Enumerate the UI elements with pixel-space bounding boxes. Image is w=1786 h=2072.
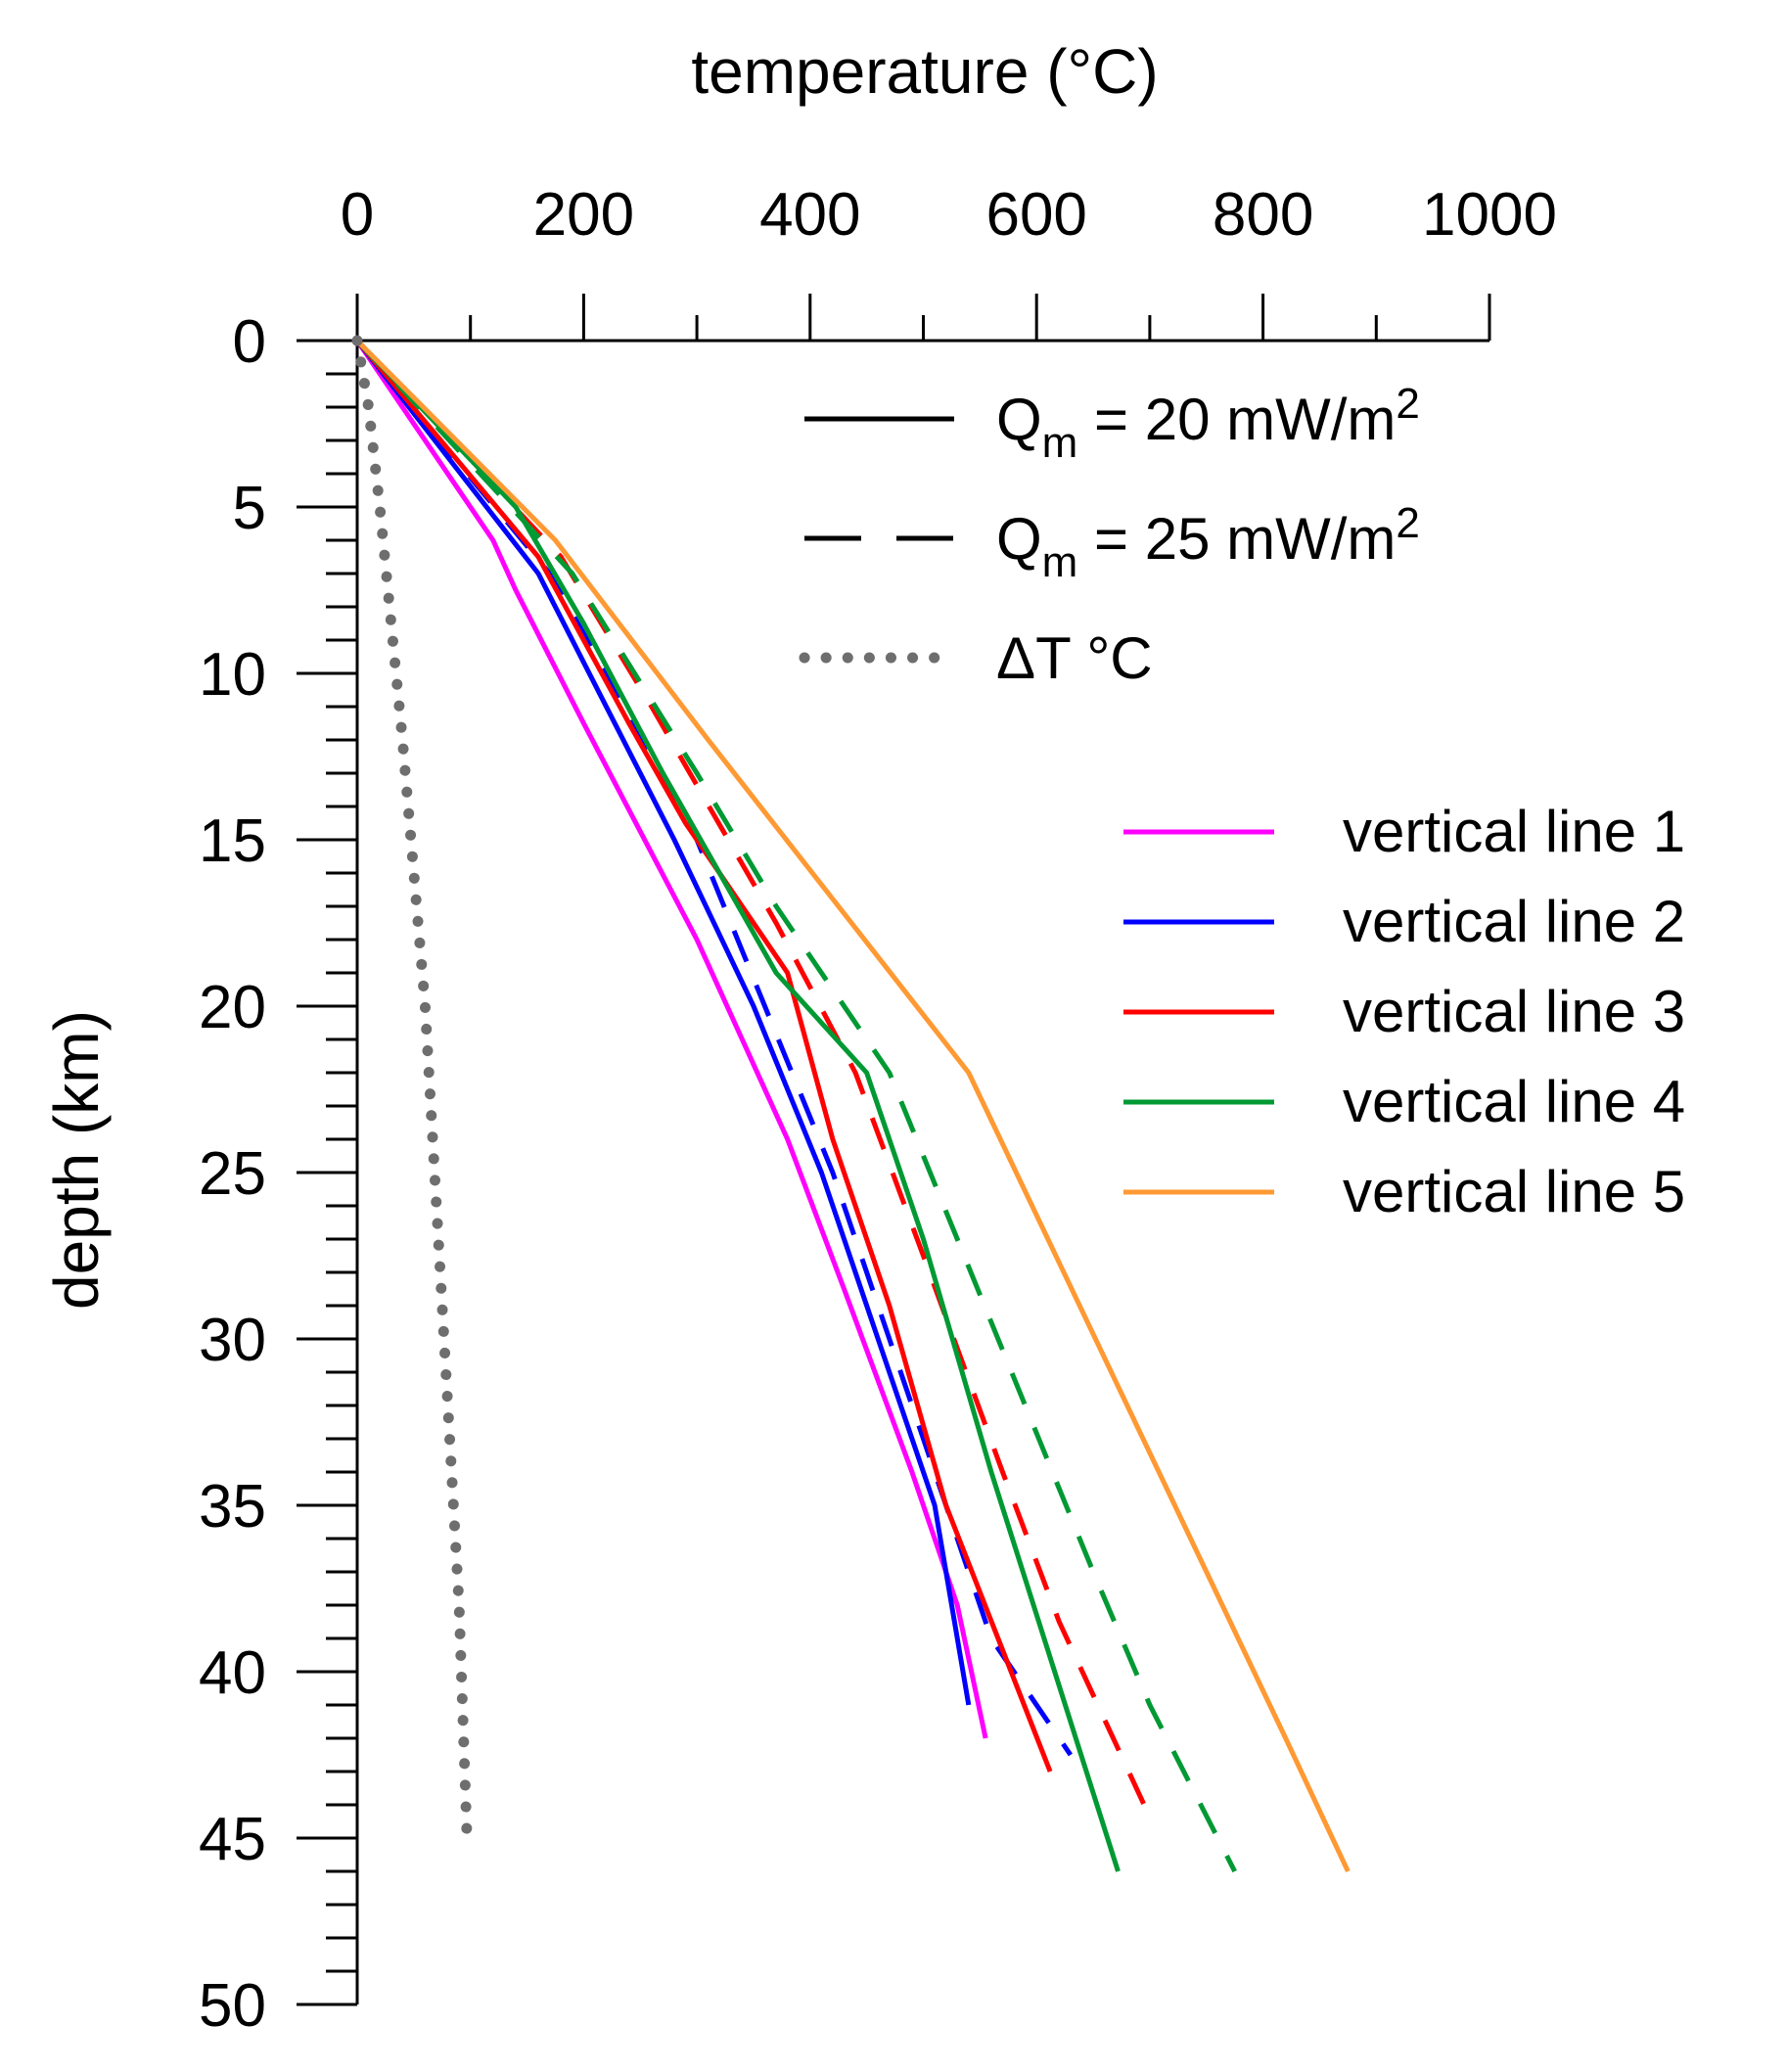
- style-legend-label-dashed: Qm = 25 mW/m2: [996, 499, 1420, 586]
- x-tick-label: 0: [341, 181, 374, 249]
- series-legend-label-2: vertical line 2: [1343, 889, 1685, 954]
- series-legend-label-1: vertical line 1: [1343, 799, 1685, 864]
- series-line-2: [355, 339, 972, 1706]
- y-tick-label: 15: [199, 807, 266, 875]
- y-tick-label: 25: [199, 1140, 266, 1208]
- series-line-7: [355, 339, 1237, 1873]
- x-tick-label: 600: [985, 181, 1086, 249]
- series-layer: [351, 335, 1351, 1873]
- series-legend-label-4: vertical line 4: [1343, 1069, 1685, 1134]
- series-legend-label-5: vertical line 5: [1343, 1159, 1685, 1224]
- series-legend-label-3: vertical line 3: [1343, 979, 1685, 1044]
- style-legend-label-solid: Qm = 20 mW/m2: [996, 380, 1420, 467]
- x-tick-label: 400: [759, 181, 860, 249]
- y-axis-title: depth (km): [41, 1010, 112, 1310]
- y-tick-label: 40: [199, 1639, 266, 1707]
- y-tick-label: 20: [199, 974, 266, 1041]
- y-tick-label: 30: [199, 1307, 266, 1374]
- style-legend-label-dotted: ΔT °C: [996, 625, 1153, 691]
- series-line-9: [351, 335, 473, 1844]
- series-line-6: [355, 339, 1121, 1872]
- x-tick-label: 200: [533, 181, 634, 249]
- x-axis-title: temperature (°C): [691, 36, 1158, 107]
- y-tick-label: 35: [199, 1473, 266, 1541]
- y-tick-label: 50: [199, 1972, 266, 2040]
- x-tick-label: 1000: [1422, 181, 1557, 249]
- series-legend: vertical line 1 vertical line 2 vertical l…: [1123, 799, 1685, 1224]
- series-line-1: [354, 339, 988, 1739]
- y-tick-label: 5: [233, 475, 266, 542]
- y-tick-label: 45: [199, 1806, 266, 1873]
- series-line-8: [355, 339, 1351, 1873]
- style-legend: Qm = 20 mW/m2 Qm = 25 mW/m2 ΔT °C: [799, 380, 1420, 691]
- y-tick-label: 0: [233, 308, 266, 376]
- series-line-3: [355, 339, 1073, 1757]
- series-line-4: [355, 339, 1053, 1773]
- y-tick-label: 10: [199, 641, 266, 709]
- axes: 0 200 400 600 800 1000 0 5 10 15 20 25 30 35 40 45 50: [199, 181, 1557, 2040]
- x-tick-label: 800: [1213, 181, 1313, 249]
